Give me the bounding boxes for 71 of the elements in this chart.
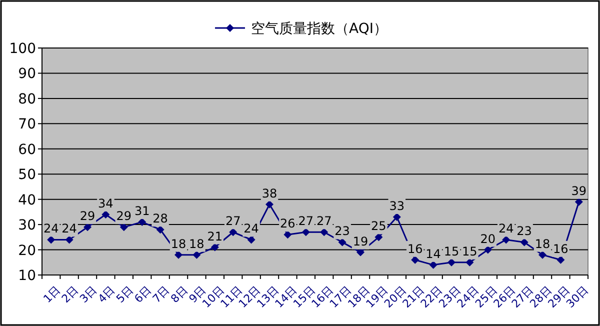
point [320, 228, 328, 236]
data-label: 19 [352, 234, 368, 248]
data-label: 28 [152, 212, 168, 226]
y-tick-label: 40 [18, 192, 36, 208]
point [356, 248, 364, 256]
data-label: 27 [316, 214, 332, 228]
y-tick-label: 80 [18, 91, 36, 108]
point [247, 236, 256, 244]
point [192, 250, 201, 259]
data-label: 38 [262, 186, 278, 200]
data-label: 27 [298, 214, 314, 228]
point [266, 200, 274, 208]
data-label: 16 [553, 242, 568, 256]
data-label: 31 [134, 204, 150, 218]
y-tick-label: 30 [18, 218, 36, 234]
data-label: 24 [498, 222, 514, 236]
data-label: 16 [407, 242, 423, 256]
point [84, 223, 92, 232]
point [102, 210, 110, 218]
data-label: 18 [534, 236, 550, 251]
data-label: 34 [98, 196, 114, 210]
point [374, 233, 383, 242]
point [65, 236, 74, 244]
legend-label: 空气质量指数（AQI） [251, 21, 388, 37]
point [411, 256, 420, 264]
y-tick-label: 20 [18, 242, 36, 259]
x-tick-label: 1日 [40, 284, 63, 306]
point [338, 238, 346, 246]
point [520, 238, 528, 246]
point [156, 226, 164, 234]
data-label: 29 [116, 209, 132, 224]
data-label: 15 [444, 244, 460, 258]
point [466, 258, 474, 266]
y-tick-label: 100 [9, 41, 36, 57]
y-tick-label: 90 [18, 66, 36, 82]
data-label: 15 [462, 244, 478, 258]
data-label: 33 [389, 198, 405, 213]
point [502, 236, 510, 244]
data-label: 39 [571, 184, 587, 198]
y-tick-label: 60 [18, 142, 36, 158]
y-tick-label: 50 [18, 167, 36, 184]
point [538, 250, 546, 259]
data-label: 24 [62, 222, 77, 236]
point [302, 228, 310, 236]
data-label: 23 [334, 224, 350, 238]
data-label: 24 [43, 222, 59, 236]
data-label: 23 [516, 224, 532, 238]
point [174, 250, 182, 259]
data-label: 20 [480, 232, 496, 246]
data-label: 18 [189, 236, 204, 251]
point [210, 243, 219, 252]
data-label: 27 [225, 214, 241, 228]
point [574, 198, 583, 206]
data-label: 14 [426, 246, 441, 261]
data-label: 29 [80, 209, 96, 224]
data-label: 24 [244, 222, 259, 236]
point [556, 256, 565, 264]
point [120, 223, 128, 232]
point [229, 228, 238, 236]
data-label: 25 [371, 219, 386, 234]
data-label: 26 [280, 216, 296, 231]
data-label: 21 [207, 229, 223, 244]
point [448, 258, 456, 266]
y-tick-label: 10 [18, 268, 36, 284]
point [484, 246, 492, 254]
point [47, 236, 56, 244]
data-label: 18 [170, 236, 186, 251]
point [138, 218, 146, 226]
point [429, 260, 438, 269]
y-tick-label: 70 [18, 116, 36, 133]
point [284, 230, 292, 239]
